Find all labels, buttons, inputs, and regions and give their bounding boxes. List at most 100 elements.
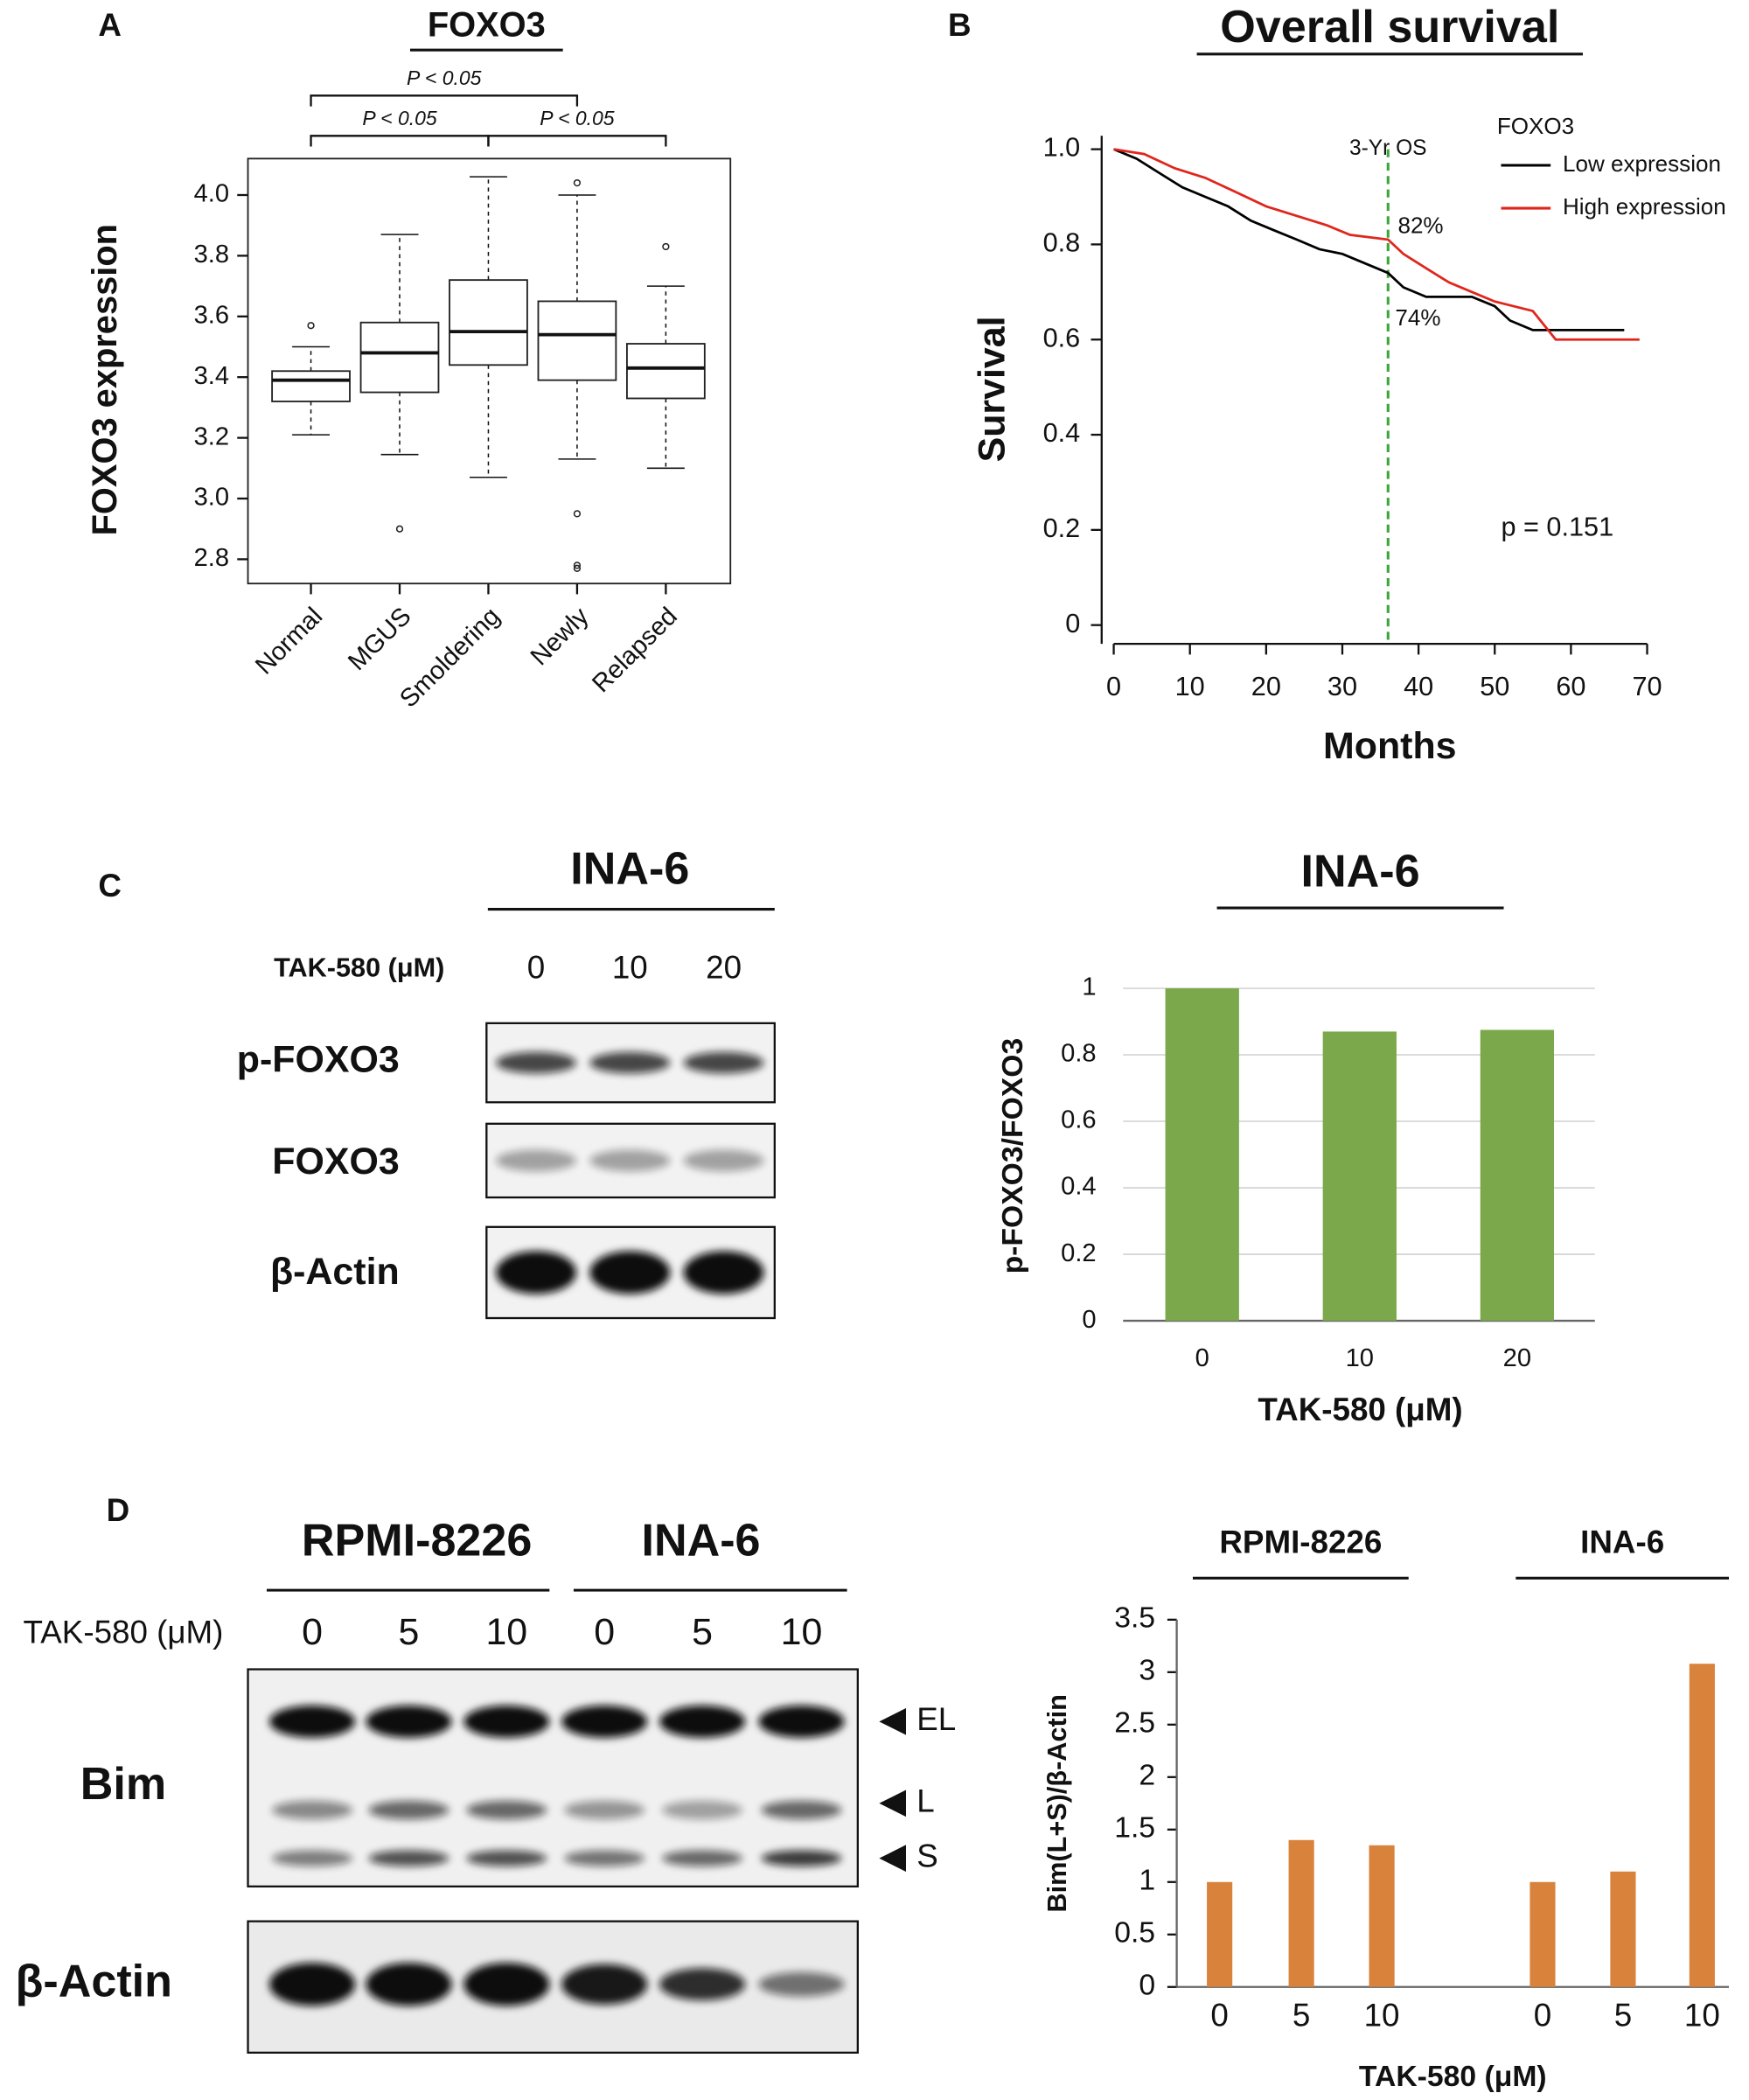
lane-label: 5 (692, 1611, 713, 1653)
blot-band (758, 1705, 845, 1738)
blot-row-label: β-Actin (270, 1251, 400, 1293)
x-axis-label: Months (1323, 725, 1457, 767)
x-tick-label: 20 (1503, 1344, 1531, 1372)
legend-label: Low expression (1563, 150, 1721, 177)
box (449, 279, 528, 366)
band-arrow (879, 1845, 907, 1872)
blot-band (496, 1149, 577, 1172)
x-tick-label: 30 (1327, 672, 1357, 701)
x-tick-label: 5 (1614, 1998, 1632, 2034)
x-tick-label: Normal (250, 603, 328, 680)
blot-band (564, 1800, 645, 1820)
x-tick-label: 0 (1195, 1344, 1209, 1372)
x-axis-label: TAK-580 (μM) (1359, 2060, 1547, 2093)
panel-label: B (948, 7, 972, 43)
box (271, 370, 351, 402)
blot-band (466, 1800, 547, 1820)
panel-label: A (98, 7, 122, 43)
y-tick-label: 0.8 (1061, 1040, 1096, 1068)
blot-band (659, 1968, 746, 2001)
outlier (573, 178, 582, 187)
lane-label: 10 (612, 949, 648, 985)
outlier (573, 564, 582, 572)
blot-row-label: β-Actin (16, 1956, 172, 2006)
y-tick-label: 0.4 (1043, 418, 1081, 448)
blot-row-label: Bim (80, 1759, 166, 1810)
box (537, 300, 617, 381)
blot-band (761, 1800, 842, 1820)
blot-band (589, 1149, 671, 1172)
blot-band (683, 1149, 764, 1172)
band-label: L (916, 1783, 934, 1819)
treatment-label: TAK-580 (μM) (274, 953, 444, 983)
x-tick-label: 40 (1404, 672, 1433, 701)
y-tick-label: 3.6 (194, 301, 229, 329)
y-tick-label: 0.4 (1061, 1173, 1096, 1201)
survival-line (1113, 148, 1625, 331)
x-tick-label: 10 (1175, 672, 1205, 701)
x-tick-label: Newly (526, 602, 595, 671)
chart-title: INA-6 (1301, 846, 1420, 897)
outlier (573, 562, 582, 569)
blot-band (561, 1705, 648, 1738)
lane-label: 0 (302, 1611, 323, 1653)
blot-band (496, 1251, 577, 1294)
blot-band (589, 1051, 671, 1074)
x-tick-label: 70 (1632, 672, 1662, 701)
bar (1689, 1664, 1715, 1987)
band-arrow (879, 1790, 907, 1817)
y-tick-label: 3.2 (194, 422, 229, 450)
group-label: INA-6 (1580, 1524, 1664, 1560)
blot-band (269, 1705, 356, 1738)
lane-label: 10 (781, 1611, 823, 1653)
y-tick-label: 0.6 (1043, 323, 1081, 352)
group-label: RPMI-8226 (302, 1515, 532, 1566)
significance-label: P < 0.05 (362, 107, 437, 129)
blot-band (463, 1963, 550, 2006)
x-tick-label: 5 (1293, 1998, 1310, 2034)
x-tick-label: Relapsed (587, 603, 683, 699)
blot-band (758, 1971, 845, 1997)
blot-title: INA-6 (570, 843, 689, 894)
annotation: 74% (1395, 304, 1440, 331)
group-label: INA-6 (642, 1515, 761, 1566)
y-tick-label: 1 (1139, 1864, 1155, 1897)
significance-label: P < 0.05 (540, 107, 615, 129)
blot-row-label: p-FOXO3 (237, 1039, 400, 1081)
x-tick-label: 20 (1251, 672, 1281, 701)
lane-label: 0 (527, 949, 545, 985)
blot-band (368, 1850, 449, 1866)
lane-label: 10 (485, 1611, 527, 1653)
blot-band (659, 1705, 746, 1738)
lane-label: 0 (594, 1611, 615, 1653)
outlier (662, 242, 670, 251)
survival-line (1113, 148, 1640, 341)
blot-band (589, 1251, 671, 1294)
reference-label: 3-Yr OS (1349, 136, 1427, 160)
blot-band (683, 1251, 764, 1294)
significance-bracket (310, 94, 579, 107)
x-tick-label: 10 (1346, 1344, 1374, 1372)
annotation: p = 0.151 (1501, 512, 1613, 541)
y-tick-label: 1.0 (1043, 133, 1081, 163)
y-tick-label: 3 (1139, 1654, 1155, 1687)
bar (1369, 1845, 1395, 1987)
chart-title: Overall survival (1220, 2, 1559, 52)
bar (1530, 1881, 1556, 1987)
y-axis-label: Bim(L+S)/β-Actin (1042, 1694, 1072, 1912)
y-tick-label: 0 (1082, 1306, 1096, 1334)
y-tick-label: 2 (1139, 1759, 1155, 1792)
blot-band (564, 1850, 645, 1866)
blot-band (662, 1850, 743, 1866)
y-tick-label: 0.2 (1043, 513, 1081, 543)
y-tick-label: 0.8 (1043, 228, 1081, 258)
y-tick-label: 0.5 (1114, 1916, 1155, 1950)
blot-band (683, 1051, 764, 1074)
y-tick-label: 3.4 (194, 362, 229, 390)
y-tick-label: 2.8 (194, 544, 229, 572)
blot-band (496, 1051, 577, 1074)
blot-band (269, 1963, 356, 2006)
blot-band (463, 1705, 550, 1738)
